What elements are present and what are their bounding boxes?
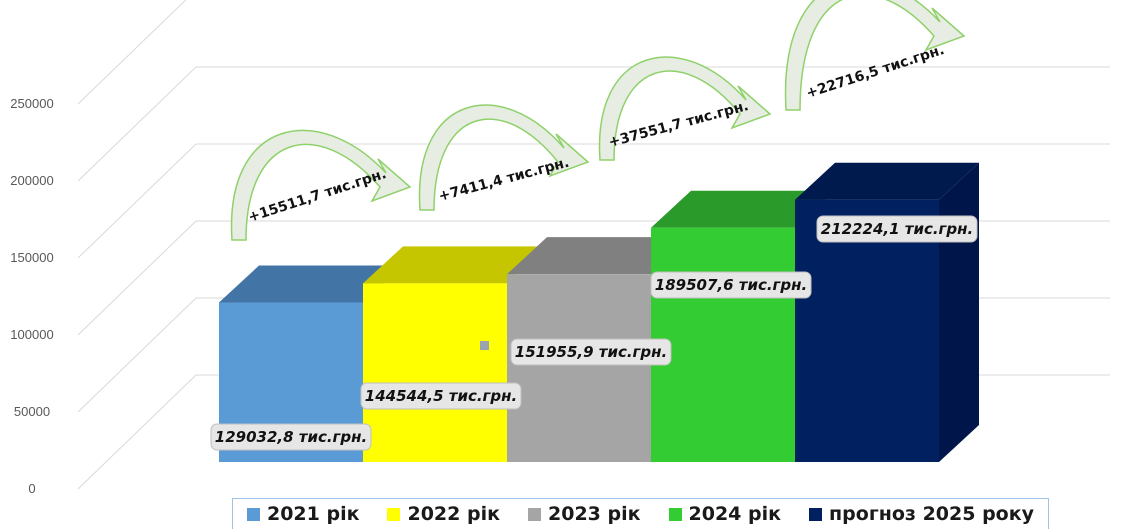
gridline bbox=[77, 0, 187, 105]
legend-swatch bbox=[668, 507, 682, 521]
legend: 2021 рік 2022 рік 2023 рік 2024 рік прог… bbox=[232, 498, 1049, 529]
bar-side-face bbox=[939, 162, 979, 462]
y-tick-label: 200000 bbox=[10, 173, 53, 188]
y-tick-label: 150000 bbox=[10, 250, 53, 265]
bar-top-face bbox=[507, 237, 691, 275]
increment-label: +22716,5 тис.грн. bbox=[804, 42, 946, 102]
legend-label: 2022 рік bbox=[407, 503, 500, 525]
increment-arrow: +7411,4 тис.грн. bbox=[418, 104, 590, 211]
data-label: 144544,5 тис.грн. bbox=[360, 382, 522, 410]
data-label-box bbox=[360, 382, 522, 410]
data-label-text: 144544,5 тис.грн. bbox=[365, 387, 517, 405]
data-labels: 129032,8 тис.грн. 144544,5 тис.грн. 151955… bbox=[210, 215, 978, 451]
legend-item-2022: 2022 рік bbox=[387, 503, 500, 525]
legend-swatch bbox=[809, 507, 823, 521]
bar-top-face bbox=[363, 246, 547, 284]
legend-label: 2021 рік bbox=[266, 503, 360, 525]
legend-item-2024: 2024 рік bbox=[668, 503, 782, 525]
y-tick-label: 50000 bbox=[14, 404, 50, 419]
data-label-text: 212224,1 тис.грн. bbox=[821, 220, 973, 238]
increment-arrow-shape bbox=[784, 0, 966, 111]
gridline bbox=[77, 66, 1110, 182]
increment-arrow: +22716,5 тис.грн. bbox=[784, 0, 966, 111]
legend-label: 2023 рік bbox=[548, 503, 641, 525]
data-label-box bbox=[210, 423, 372, 451]
legend-label: 2024 рік bbox=[688, 503, 782, 525]
legend-item-2023: 2023 рік bbox=[528, 503, 641, 525]
increment-label: +7411,4 тис.грн. bbox=[437, 155, 571, 205]
bar bbox=[507, 237, 691, 462]
legend-swatch bbox=[528, 507, 541, 521]
bar-front-face bbox=[363, 283, 507, 462]
legend-swatch bbox=[387, 507, 401, 521]
increment-label: +37551,7 тис.грн. bbox=[607, 98, 750, 151]
legend-item-2025-forecast: прогноз 2025 року bbox=[809, 503, 1034, 525]
bar-front-face bbox=[651, 227, 795, 462]
bar-top-face bbox=[795, 162, 979, 200]
legend-swatch bbox=[246, 507, 260, 521]
bar-top-face bbox=[219, 265, 403, 303]
increment-arrow-shape bbox=[598, 56, 772, 161]
data-label: 129032,8 тис.грн. bbox=[210, 423, 372, 451]
legend-label: прогноз 2025 року bbox=[829, 503, 1035, 525]
bar bbox=[651, 190, 835, 462]
increment-arrow-shape bbox=[230, 129, 412, 241]
data-label: 151955,9 тис.грн. bbox=[510, 338, 672, 366]
data-label: 189507,6 тис.грн. bbox=[650, 271, 812, 299]
bar-front-face bbox=[795, 199, 939, 462]
bars bbox=[219, 162, 979, 462]
y-tick-label: 250000 bbox=[10, 96, 53, 111]
bar bbox=[363, 246, 547, 462]
y-tick-label: 100000 bbox=[10, 327, 53, 342]
increment-arrow-shape bbox=[418, 104, 590, 211]
data-label-text: 151955,9 тис.грн. bbox=[515, 343, 667, 361]
y-axis-ticks: 0 50000 100000 150000 200000 250000 bbox=[10, 96, 53, 496]
bar bbox=[795, 162, 979, 462]
data-label-text: 129032,8 тис.грн. bbox=[215, 428, 367, 446]
bar-front-face bbox=[507, 274, 651, 462]
data-label-text: 189507,6 тис.грн. bbox=[655, 276, 807, 294]
gridline bbox=[77, 143, 1110, 259]
increment-label: +15511,7 тис.грн. bbox=[246, 166, 388, 226]
data-label-box bbox=[650, 271, 812, 299]
legend-item-2021: 2021 рік bbox=[246, 503, 360, 525]
data-label-box bbox=[816, 215, 978, 243]
data-label-box bbox=[510, 338, 672, 366]
increment-arrow: +15511,7 тис.грн. bbox=[230, 129, 412, 241]
data-label: 212224,1 тис.грн. bbox=[816, 215, 978, 243]
marker bbox=[480, 341, 489, 350]
y-tick-label: 0 bbox=[28, 481, 35, 496]
bar-top-face bbox=[651, 190, 835, 228]
increment-arrow: +37551,7 тис.грн. bbox=[598, 56, 772, 161]
